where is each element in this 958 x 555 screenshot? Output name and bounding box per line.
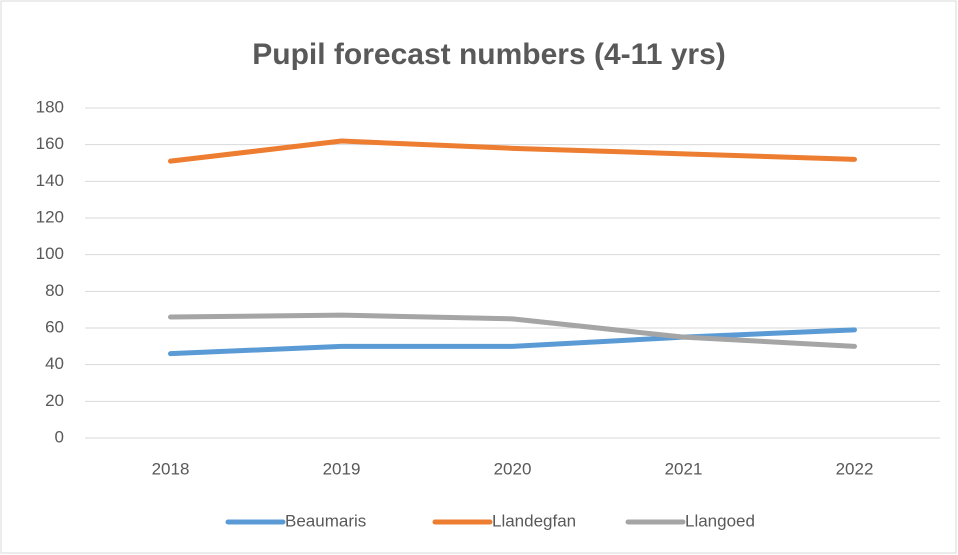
legend-label: Beaumaris (285, 511, 366, 530)
y-tick-label: 0 (55, 427, 64, 446)
y-tick-label: 60 (45, 317, 64, 336)
x-tick-label: 2021 (665, 459, 703, 478)
series-line (168, 327, 857, 357)
x-tick-label: 2019 (323, 459, 361, 478)
series-line (168, 138, 857, 164)
y-tick-label: 40 (45, 354, 64, 373)
y-tick-label: 100 (36, 244, 64, 263)
series-line (168, 312, 857, 349)
y-tick-label: 160 (36, 134, 64, 153)
x-tick-label: 2020 (494, 459, 532, 478)
y-tick-label: 180 (36, 97, 64, 116)
y-tick-label: 80 (45, 281, 64, 300)
legend-label: Llangoed (685, 511, 755, 530)
chart-title: Pupil forecast numbers (4-11 yrs) (252, 38, 726, 71)
x-tick-label: 2022 (836, 459, 874, 478)
y-tick-label: 120 (36, 207, 64, 226)
y-tick-label: 20 (45, 391, 64, 410)
y-tick-label: 140 (36, 171, 64, 190)
legend-label: Llandegfan (492, 511, 576, 530)
x-tick-label: 2018 (152, 459, 190, 478)
